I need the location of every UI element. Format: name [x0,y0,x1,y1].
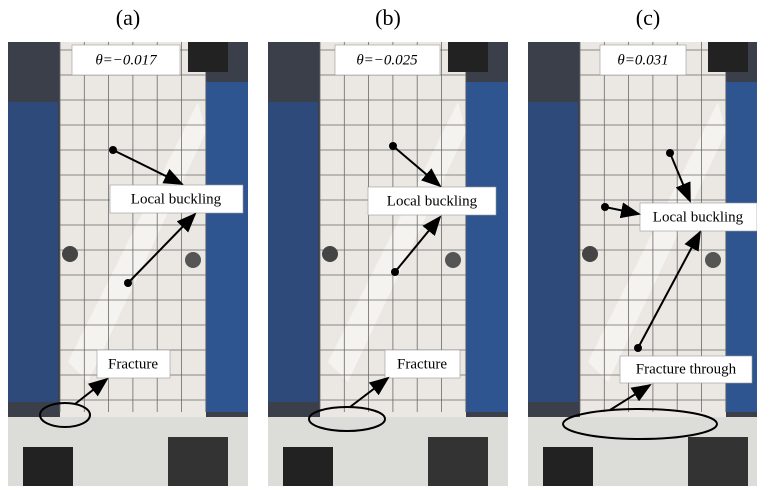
device [428,437,488,486]
theta-label: θ=−0.025 [356,52,418,68]
panel-label: (a) [116,5,140,30]
photo [528,42,757,486]
bolt [185,252,201,268]
blue-cloth [8,102,58,402]
device [283,447,333,486]
theta-label: θ=−0.017 [95,52,158,68]
figure: (a) (b) (c) θ=−0.017 Local buckling Frac… [0,0,757,486]
annotation: Fracture through [636,361,737,377]
annotation: Fracture [397,356,447,372]
clamp [448,42,488,72]
panel-label: (c) [636,5,660,30]
photo [268,42,508,486]
bolt [62,246,78,262]
annotation: Fracture [108,356,158,372]
device [688,437,748,486]
bolt [322,246,338,262]
blue-cloth [528,102,578,402]
bolt [582,246,598,262]
device [23,447,73,486]
photo [8,42,248,486]
blue-cloth [466,82,508,412]
device [168,437,228,486]
theta-label: θ=0.031 [617,52,668,68]
clamp [708,42,748,72]
device [543,447,593,486]
bolt [445,252,461,268]
panel-label: (b) [375,5,401,30]
annotation: Local buckling [131,191,222,207]
bolt [705,252,721,268]
annotation: Local buckling [387,193,478,209]
blue-cloth [206,82,248,412]
blue-cloth [268,102,318,402]
clamp [188,42,228,72]
annotation: Local buckling [653,209,744,225]
